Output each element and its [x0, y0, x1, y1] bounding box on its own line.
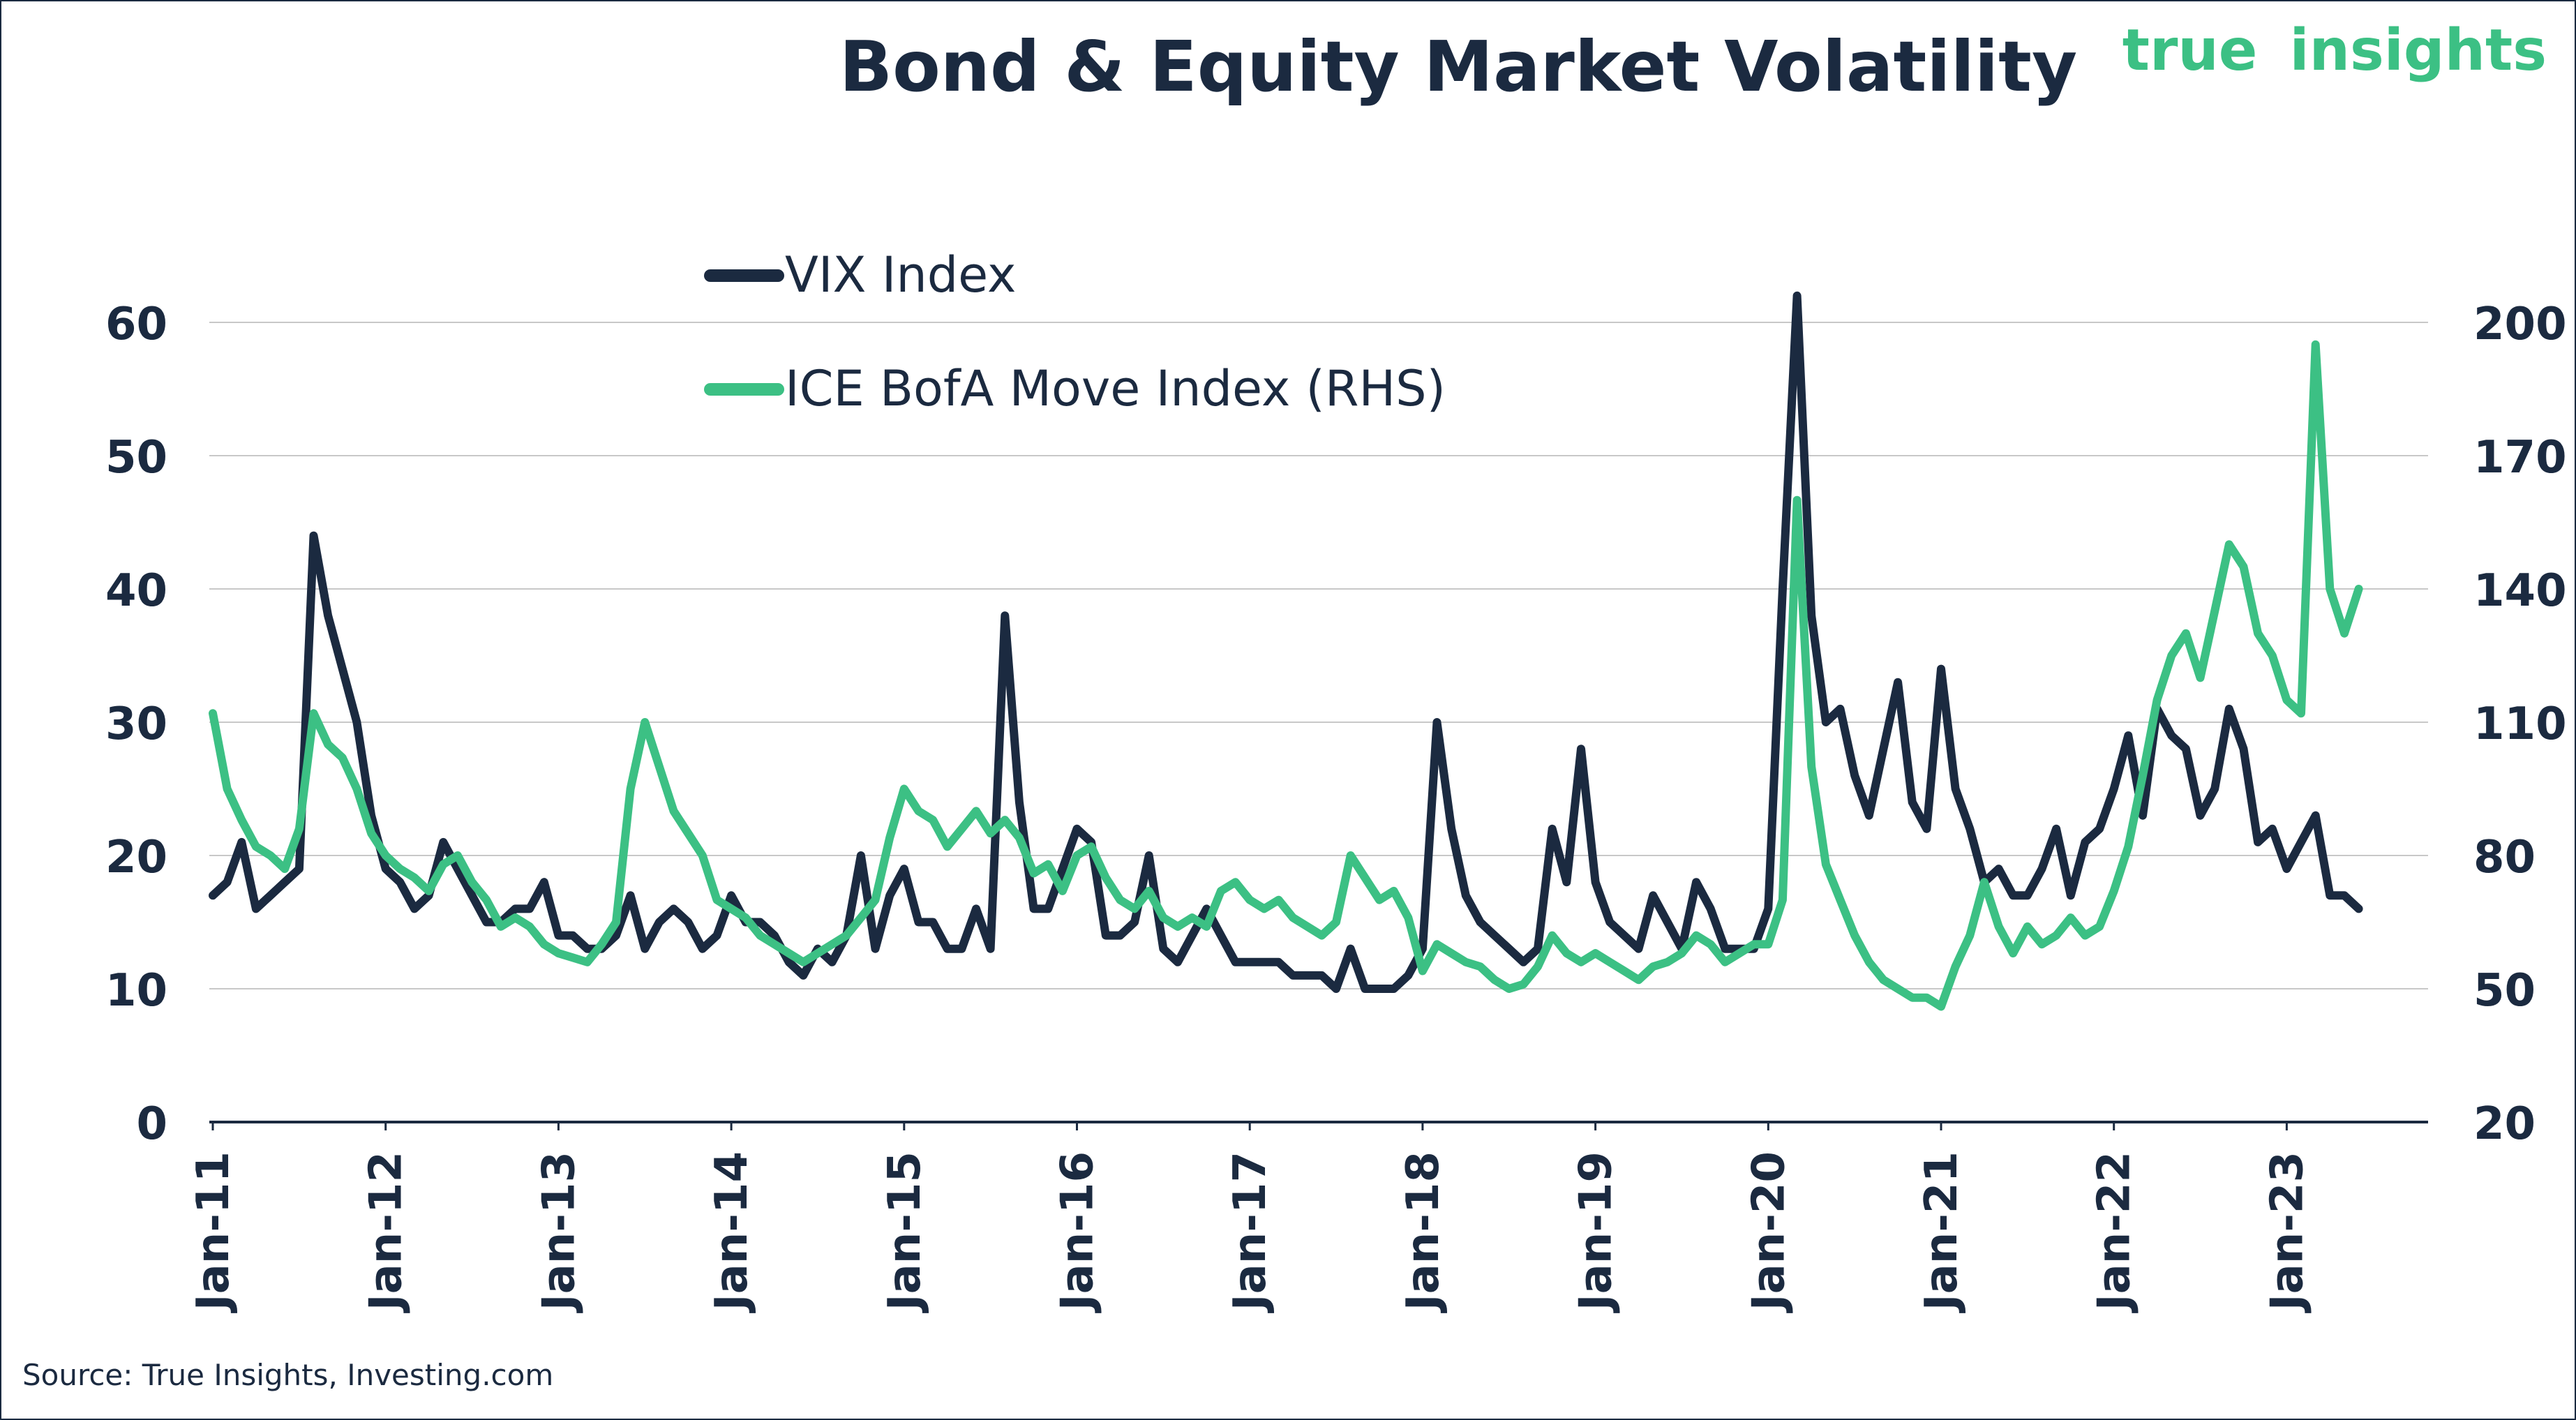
y-right-tick-label: 200 — [2473, 299, 2567, 350]
legend: VIX Index ICE BofA Move Index (RHS) — [704, 246, 1446, 417]
y-right-tick-label: 50 — [2473, 965, 2536, 1017]
x-tick-label: Jan-13 — [533, 1151, 585, 1313]
y-left-tick-label: 40 — [105, 565, 167, 617]
right-axis: 20 50 80 110 140 170 200 — [2473, 299, 2567, 1150]
x-tick-label: Jan-21 — [1916, 1151, 1968, 1313]
brand-word-insights: insights — [2290, 17, 2547, 84]
x-tick-label: Jan-16 — [1052, 1151, 1104, 1313]
y-left-tick-label: 50 — [105, 432, 167, 484]
x-tick-label: Jan-23 — [2261, 1151, 2313, 1313]
legend-label-move: ICE BofA Move Index (RHS) — [785, 360, 1446, 417]
y-left-tick-label: 20 — [105, 832, 167, 883]
brand-logo: true insights — [2122, 17, 2547, 84]
series-line-vix — [209, 291, 2363, 993]
y-right-tick-label: 170 — [2473, 432, 2567, 484]
x-tick-label: Jan-12 — [361, 1151, 412, 1313]
series-line-move — [209, 340, 2363, 1011]
source-note: Source: True Insights, Investing.com — [22, 1358, 553, 1392]
x-tick-label: Jan-20 — [1743, 1151, 1795, 1313]
x-tick-label: Jan-14 — [706, 1151, 758, 1313]
y-right-tick-label: 20 — [2473, 1098, 2536, 1150]
x-tick-label: Jan-11 — [188, 1151, 239, 1313]
y-left-tick-label: 30 — [105, 698, 167, 750]
legend-label-vix: VIX Index — [785, 246, 1016, 304]
series-layer — [209, 291, 2363, 1011]
left-axis: 0 10 20 30 40 50 60 — [105, 299, 167, 1150]
y-left-tick-label: 10 — [105, 965, 167, 1017]
x-tick-label: Jan-18 — [1398, 1151, 1449, 1313]
x-tick-label: Jan-17 — [1225, 1151, 1276, 1313]
y-right-tick-label: 140 — [2473, 565, 2567, 617]
y-left-tick-label: 60 — [105, 299, 167, 350]
x-axis: Jan-11 Jan-12 Jan-13 Jan-14 Jan-15 Jan-16 Jan-… — [188, 1121, 2428, 1313]
x-tick-label: Jan-22 — [2089, 1151, 2141, 1313]
chart-title: Bond & Equity Market Volatility — [839, 26, 2077, 107]
y-left-tick-label: 0 — [136, 1098, 167, 1150]
y-right-tick-label: 80 — [2473, 832, 2536, 883]
x-tick-label: Jan-15 — [879, 1151, 931, 1313]
brand-word-true: true — [2122, 17, 2258, 84]
x-tick-label: Jan-19 — [1571, 1151, 1622, 1313]
y-right-tick-label: 110 — [2473, 698, 2567, 750]
